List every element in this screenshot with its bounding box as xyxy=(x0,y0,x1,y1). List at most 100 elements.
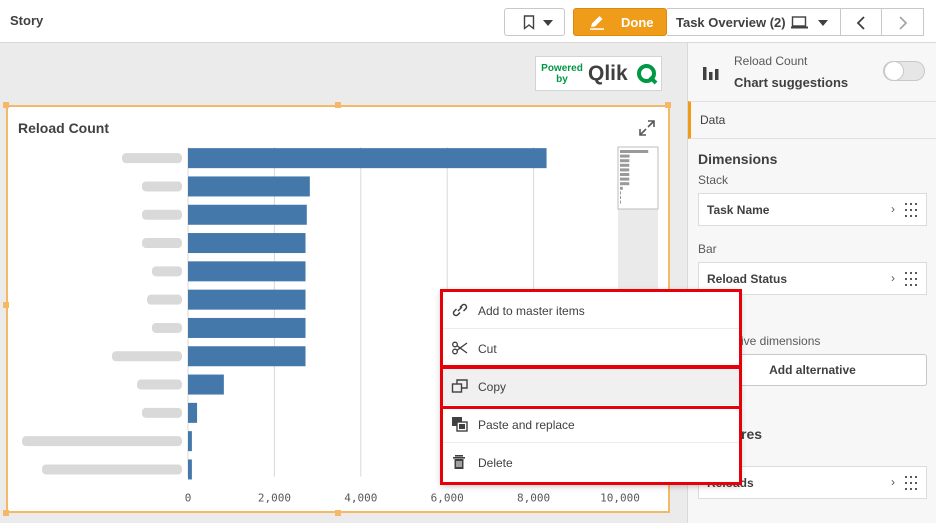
category-label-blurred xyxy=(152,266,182,277)
bar-label: Bar xyxy=(698,242,717,256)
bookmark-button[interactable] xyxy=(504,8,565,36)
scrollbar-mini-bar xyxy=(620,182,630,186)
resize-handle[interactable] xyxy=(3,302,9,308)
x-tick-label: 0 xyxy=(185,492,192,505)
scrollbar-mini-bar xyxy=(620,168,630,172)
category-label-blurred xyxy=(122,153,182,164)
next-sheet-button[interactable] xyxy=(881,8,924,36)
bar-chart-icon xyxy=(703,67,719,80)
qlik-logo: Powered by Qlik xyxy=(535,56,662,91)
highlight-box-bottom xyxy=(440,406,742,485)
menu-item-add-to-master-items[interactable]: Add to master items xyxy=(441,291,740,329)
drag-handle-icon[interactable] xyxy=(905,203,917,217)
bar[interactable] xyxy=(188,317,306,338)
menu-item-label: Delete xyxy=(478,456,513,470)
previous-sheet-button[interactable] xyxy=(840,8,882,36)
done-button[interactable]: Done xyxy=(573,8,667,36)
category-label-blurred xyxy=(142,181,182,192)
category-label-blurred xyxy=(147,294,182,305)
caret-down-icon xyxy=(543,20,553,26)
chevron-right-icon xyxy=(899,16,908,30)
x-tick-label: 2,000 xyxy=(258,492,291,505)
bookmark-icon xyxy=(523,15,535,30)
powered-by-text: Powered by xyxy=(541,63,583,85)
qlik-brand-text: Qlik xyxy=(588,62,628,85)
scrollbar-mini-bar xyxy=(620,154,630,158)
alternative-dimensions-label: ive dimensions xyxy=(741,334,821,348)
bar[interactable] xyxy=(188,204,307,225)
chart-suggestions-label: Chart suggestions xyxy=(734,75,849,90)
x-tick-label: 8,000 xyxy=(517,492,550,505)
pencil-icon xyxy=(590,16,604,30)
tab-data[interactable]: Data xyxy=(688,101,936,139)
chart-suggestions-toggle[interactable] xyxy=(883,61,925,81)
bar[interactable] xyxy=(188,374,224,395)
bar[interactable] xyxy=(188,431,192,452)
scrollbar-mini-bar xyxy=(620,177,630,181)
dimensions-heading: Dimensions xyxy=(698,151,778,167)
category-label-blurred xyxy=(137,379,182,390)
link-icon xyxy=(452,303,468,317)
resize-handle[interactable] xyxy=(3,102,9,108)
bar[interactable] xyxy=(188,459,192,480)
menu-item-label: Add to master items xyxy=(478,304,585,318)
top-toolbar: Story Done Task Overview (2) xyxy=(0,0,936,43)
highlight-box-copy xyxy=(440,366,742,409)
trash-icon xyxy=(453,455,465,469)
measures-heading: res xyxy=(741,426,763,442)
scrollbar-mini-bar xyxy=(620,186,623,190)
sheet-icon xyxy=(791,16,808,29)
resize-handle[interactable] xyxy=(335,510,341,516)
toggle-knob xyxy=(884,61,904,81)
bar[interactable] xyxy=(188,176,310,197)
resize-handle[interactable] xyxy=(3,510,9,516)
category-label-blurred xyxy=(42,464,182,475)
story-title: Story xyxy=(10,13,44,28)
bar[interactable] xyxy=(188,346,306,367)
category-label-blurred xyxy=(142,238,182,249)
dimension-name: Task Name xyxy=(707,203,770,217)
bar[interactable] xyxy=(188,402,198,423)
paste-replace-icon xyxy=(452,417,468,432)
chevron-right-icon: › xyxy=(891,202,895,216)
sheet-selector-label: Task Overview (2) xyxy=(676,15,786,30)
copy-icon xyxy=(451,379,468,393)
x-tick-label: 10,000 xyxy=(600,492,640,505)
scrollbar-mini-bar xyxy=(620,196,621,199)
done-label: Done xyxy=(621,15,654,30)
x-tick-label: 6,000 xyxy=(431,492,464,505)
scrollbar-mini-bar xyxy=(620,163,630,167)
menu-item-label: Copy xyxy=(478,380,507,394)
resize-handle[interactable] xyxy=(335,102,341,108)
scrollbar-mini-bar xyxy=(620,191,621,195)
bar[interactable] xyxy=(188,289,306,310)
sheet-selector[interactable]: Task Overview (2) xyxy=(667,8,841,36)
chevron-right-icon: › xyxy=(891,475,895,489)
drag-handle-icon[interactable] xyxy=(905,272,917,286)
dimension-task-name[interactable]: Task Name › xyxy=(698,193,927,226)
scrollbar-mini-bar xyxy=(620,150,649,153)
menu-item-label: Cut xyxy=(478,342,497,356)
category-label-blurred xyxy=(152,322,182,333)
menu-item-paste-and-replace[interactable]: Paste and replace xyxy=(441,405,740,443)
scrollbar-mini-bar xyxy=(620,173,630,176)
scrollbar-mini-bar xyxy=(620,159,630,163)
category-label-blurred xyxy=(142,209,182,220)
chevron-left-icon xyxy=(856,16,865,30)
menu-item-delete[interactable]: Delete xyxy=(441,443,740,481)
menu-item-label: Paste and replace xyxy=(478,418,575,432)
expand-icon[interactable] xyxy=(638,119,656,137)
bar[interactable] xyxy=(188,148,547,169)
bar[interactable] xyxy=(188,261,306,282)
chart-object[interactable]: Reload Count 0 2,000 4,000 6,000 8,000 10,000 xyxy=(6,105,670,513)
bar[interactable] xyxy=(188,233,306,254)
stack-label: Stack xyxy=(698,173,729,187)
resize-handle[interactable] xyxy=(665,102,671,108)
drag-handle-icon[interactable] xyxy=(905,476,917,490)
tab-data-label: Data xyxy=(700,113,726,127)
highlight-box-top xyxy=(440,289,742,368)
x-tick-label: 4,000 xyxy=(344,492,377,505)
category-label-blurred xyxy=(112,351,182,362)
dimension-name: Reload Status xyxy=(707,272,788,286)
menu-item-copy[interactable]: Copy xyxy=(441,367,740,405)
